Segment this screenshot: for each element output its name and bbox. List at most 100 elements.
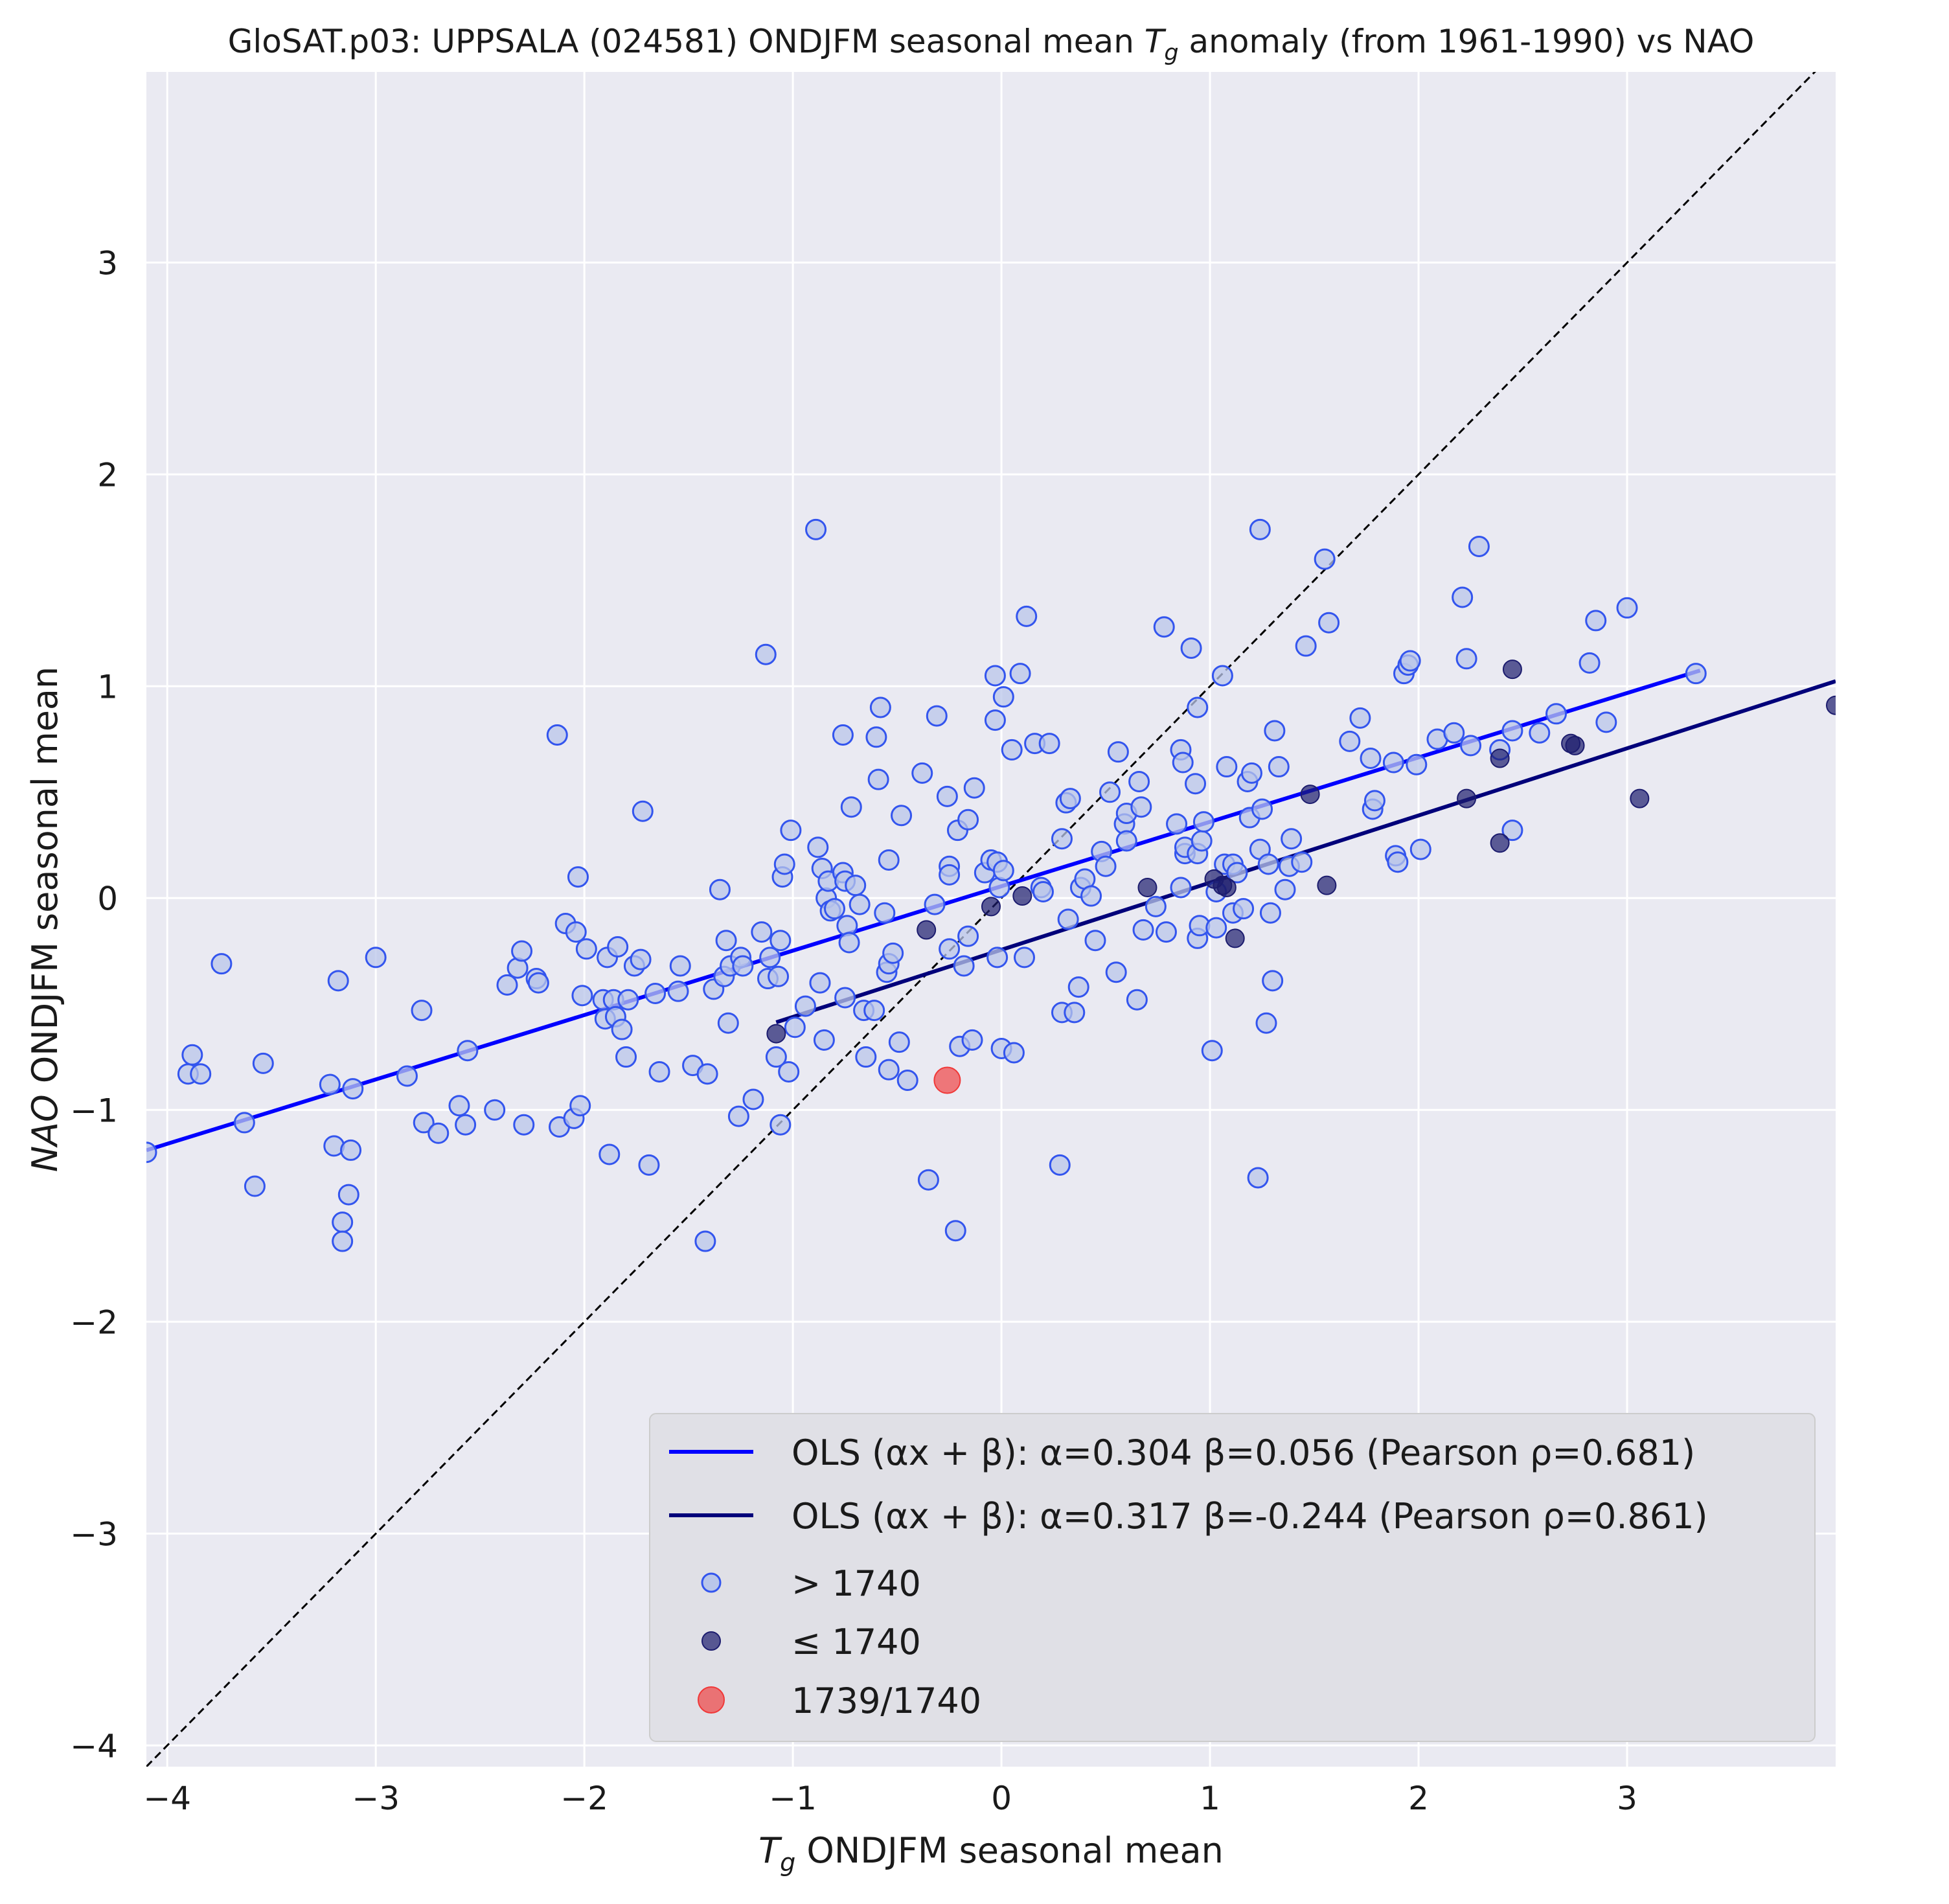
point-post-1740	[427, 1122, 450, 1144]
point-post-1740	[1009, 663, 1031, 685]
point-post-1740	[865, 726, 887, 748]
legend: OLS (αx + β): α=0.304 β=0.056 (Pearson ρ…	[649, 1413, 1816, 1742]
point-post-1740	[1130, 796, 1152, 818]
point-post-1740	[457, 1040, 479, 1062]
point-post-1740	[546, 724, 568, 746]
point-post-1740	[732, 955, 754, 977]
point-post-1740	[396, 1065, 418, 1087]
point-post-1740	[824, 898, 846, 920]
point-post-1740	[1107, 741, 1129, 763]
point-post-1740	[1192, 811, 1214, 833]
point-post-1740	[1460, 735, 1482, 757]
point-post-1740	[882, 942, 904, 964]
point-post-1740	[784, 1016, 806, 1038]
point-post-1740	[1387, 851, 1409, 873]
point-pre-1740	[1216, 877, 1237, 897]
point-post-1740	[569, 1095, 591, 1117]
point-post-1740	[611, 1018, 633, 1040]
point-post-1740	[813, 1029, 835, 1051]
point-post-1740	[1545, 703, 1567, 725]
plot-content	[146, 72, 1836, 1767]
point-post-1740	[1084, 930, 1106, 952]
point-post-1740	[986, 946, 1009, 969]
point-post-1740	[1685, 663, 1707, 685]
point-pre-1740	[1490, 833, 1510, 853]
point-post-1740	[1001, 739, 1023, 761]
x-tick-label: 0	[991, 1780, 1012, 1817]
point-post-1740	[1339, 730, 1361, 752]
point-post-1740	[1274, 878, 1296, 900]
point-post-1740	[1264, 720, 1286, 742]
point-post-1740	[769, 1114, 792, 1136]
point-post-1740	[1529, 722, 1551, 744]
point-post-1740	[1409, 838, 1431, 860]
point-post-1740	[496, 974, 518, 996]
point-post-1740	[867, 768, 889, 790]
identity-line	[146, 72, 1816, 1767]
point-pre-1740	[1457, 788, 1477, 809]
point-post-1740	[765, 1046, 787, 1068]
point-post-1740	[755, 643, 777, 665]
point-post-1740	[953, 955, 975, 977]
y-tick-label: 0	[97, 880, 118, 917]
point-post-1740	[838, 932, 860, 954]
point-post-1740	[984, 709, 1006, 731]
point-post-1740	[1180, 637, 1202, 659]
point-post-1740	[1132, 919, 1154, 941]
point-post-1740	[924, 893, 946, 915]
point-post-1740	[1226, 862, 1248, 884]
point-post-1740	[751, 921, 773, 943]
point-post-1740	[1205, 917, 1227, 939]
point-post-1740	[1059, 788, 1081, 810]
point-post-1740	[709, 878, 731, 900]
point-post-1740	[1501, 820, 1523, 842]
point-post-1740	[1095, 855, 1117, 877]
point-post-1740	[874, 902, 896, 924]
point-post-1740	[252, 1052, 274, 1074]
point-highlight-1739-1740	[933, 1066, 961, 1094]
point-post-1740	[1153, 616, 1175, 638]
point-post-1740	[807, 836, 829, 858]
legend-marker-pre1740	[701, 1631, 721, 1651]
point-post-1740	[1014, 946, 1036, 969]
point-post-1740	[598, 1143, 621, 1165]
point-post-1740	[992, 860, 1014, 882]
point-post-1740	[1468, 535, 1490, 557]
point-post-1740	[696, 1063, 718, 1085]
point-post-1740	[575, 938, 597, 960]
point-post-1740	[1201, 1040, 1223, 1062]
point-post-1740	[869, 696, 891, 718]
point-post-1740	[638, 1154, 660, 1176]
x-tick-labels: −4 −3 −2 −1 0 1 2 3	[143, 1780, 1637, 1817]
point-post-1740	[1291, 851, 1313, 873]
point-pre-1740	[1826, 695, 1836, 715]
point-pre-1740	[766, 1024, 786, 1044]
point-post-1740	[1216, 756, 1238, 778]
point-post-1740	[939, 864, 961, 886]
point-pre-1740	[1012, 886, 1032, 906]
point-post-1740	[365, 946, 387, 969]
point-post-1740	[1170, 877, 1192, 899]
point-post-1740	[768, 965, 790, 987]
point-post-1740	[1318, 612, 1340, 634]
y-tick-label: 2	[97, 456, 118, 494]
point-post-1740	[1257, 853, 1279, 875]
fit-line-pre-1740	[775, 679, 1836, 1024]
point-post-1740	[648, 1061, 670, 1083]
point-post-1740	[1268, 756, 1290, 778]
point-post-1740	[484, 1099, 506, 1121]
point-post-1740	[957, 809, 979, 831]
point-post-1740	[840, 796, 862, 818]
point-post-1740	[1032, 880, 1054, 902]
point-post-1740	[780, 820, 802, 842]
legend-label-fit-post: OLS (αx + β): α=0.304 β=0.056 (Pearson ρ…	[792, 1432, 1695, 1473]
point-post-1740	[1295, 635, 1317, 657]
point-post-1740	[1249, 518, 1271, 540]
point-post-1740	[1105, 961, 1127, 983]
point-post-1740	[607, 936, 629, 958]
point-post-1740	[244, 1175, 266, 1197]
point-pre-1740	[1317, 875, 1337, 895]
point-post-1740	[1211, 665, 1233, 687]
point-post-1740	[849, 893, 871, 915]
point-post-1740	[669, 955, 691, 977]
